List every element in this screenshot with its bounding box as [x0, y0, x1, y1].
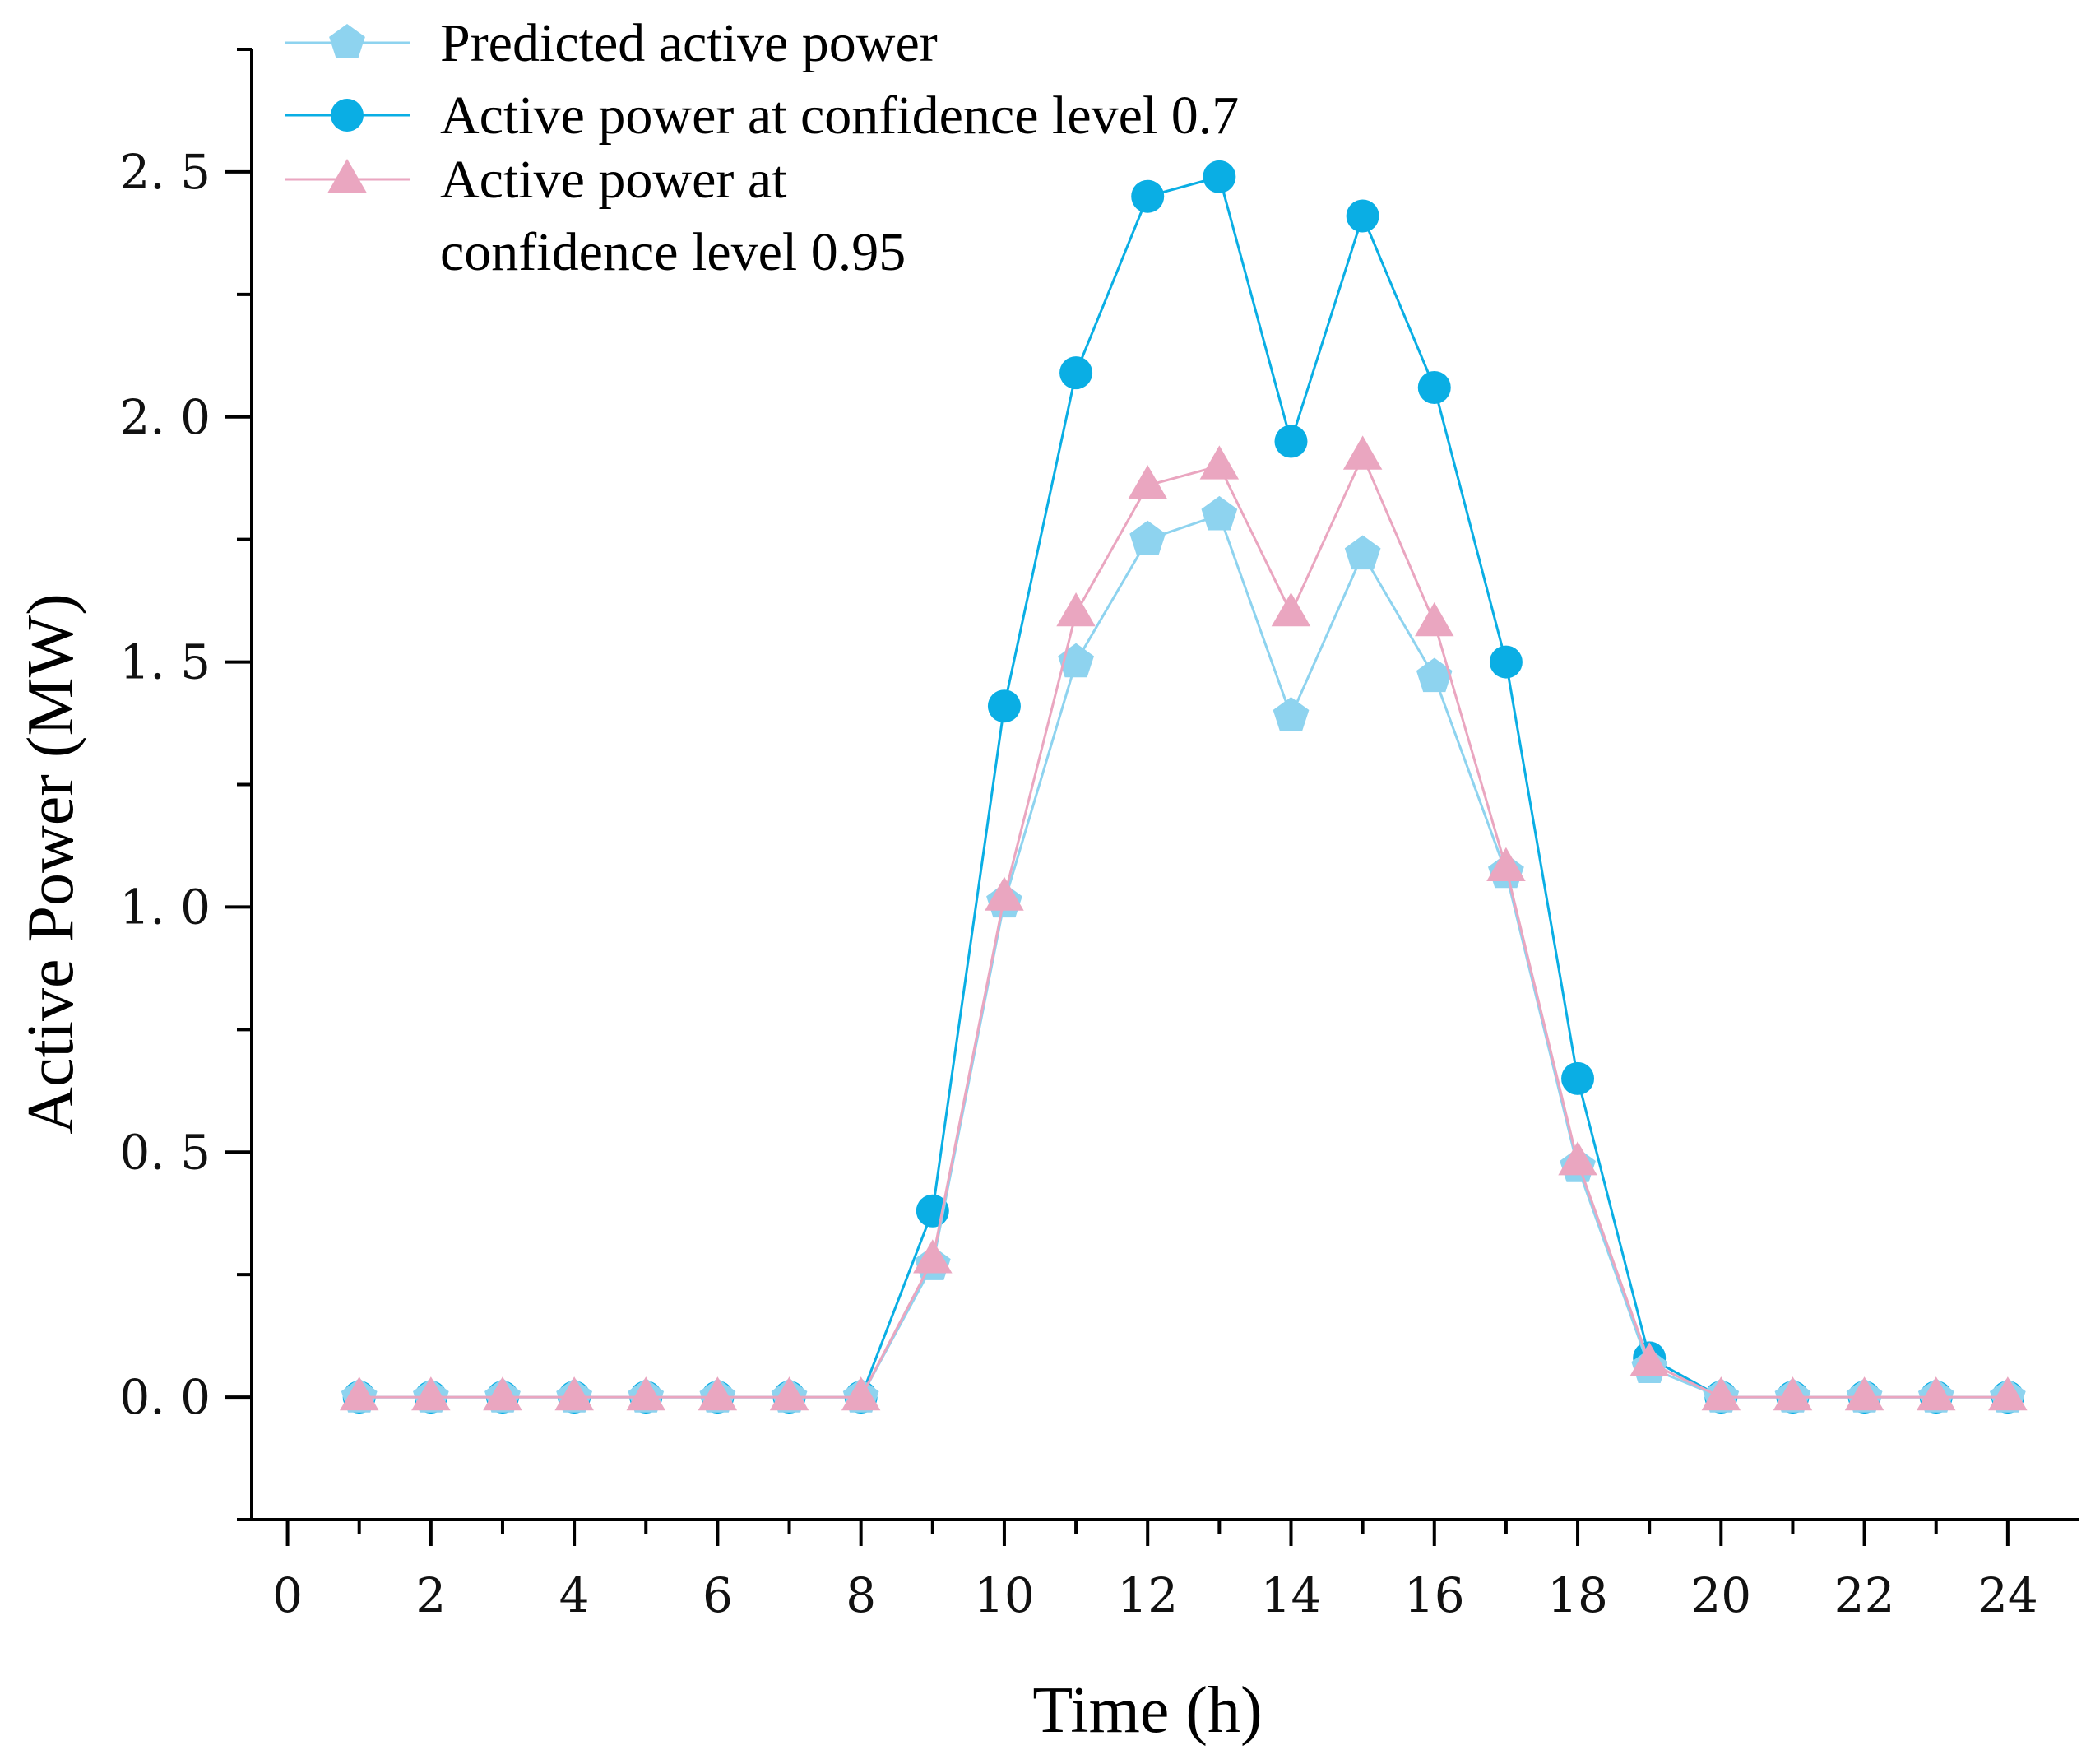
- data-point: [841, 1376, 881, 1411]
- legend-entry: Predicted active power: [285, 13, 938, 73]
- data-point: [411, 1376, 451, 1411]
- data-point: [554, 1376, 594, 1411]
- y-tick-label: 0. 5: [119, 1124, 211, 1180]
- x-tick-label: 6: [702, 1567, 733, 1623]
- series-1: [341, 495, 2026, 1413]
- x-tick-label: 4: [559, 1567, 590, 1623]
- axes: 0 2 4 6 8 10 12 14 16 18 20 22 240. 00. 51. 01. 52. …: [119, 48, 2079, 1623]
- x-tick-label: 16: [1404, 1567, 1465, 1623]
- legend-label: confidence level 0.95: [440, 222, 906, 282]
- legend-label: Predicted active power: [440, 13, 938, 73]
- legend-entry: Active power at confidence level 0.95: [285, 150, 906, 282]
- data-point: [1274, 425, 1308, 458]
- data-point: [1129, 520, 1166, 555]
- series-2: [342, 160, 2024, 1414]
- data-point: [985, 876, 1024, 911]
- x-tick-label: 20: [1690, 1567, 1751, 1623]
- x-tick-label: 22: [1834, 1567, 1895, 1623]
- legend: Predicted active power Active power at co…: [285, 13, 1239, 282]
- x-tick-label: 0: [272, 1567, 303, 1623]
- data-point: [1489, 645, 1523, 679]
- x-tick-label: 18: [1547, 1567, 1608, 1623]
- x-axis-title: Time (h): [1032, 1674, 1262, 1747]
- data-point: [1486, 847, 1526, 881]
- y-tick-label: 2. 5: [119, 144, 211, 200]
- x-tick-label: 2: [415, 1567, 446, 1623]
- data-point: [1844, 1376, 1884, 1411]
- legend-entry: Active power at confidence level 0.7: [285, 86, 1239, 146]
- data-point: [1701, 1376, 1741, 1411]
- legend-label: Active power at confidence level 0.7: [440, 86, 1239, 146]
- data-point: [1059, 356, 1093, 390]
- series-3: [340, 435, 2028, 1411]
- y-tick-label: 2. 0: [119, 389, 211, 445]
- data-point: [1416, 657, 1453, 693]
- data-point: [1342, 435, 1383, 470]
- data-point: [1558, 1141, 1597, 1176]
- data-point: [1629, 1342, 1669, 1376]
- data-point: [1201, 495, 1238, 531]
- legend-label: Active power at: [440, 150, 787, 210]
- data-point: [1561, 1061, 1595, 1095]
- series-layer: [340, 160, 2028, 1414]
- data-point: [1199, 445, 1240, 480]
- data-point: [626, 1376, 665, 1411]
- legend-marker: [327, 159, 367, 193]
- x-tick-label: 14: [1261, 1567, 1322, 1623]
- y-tick-label: 1. 5: [119, 634, 211, 690]
- data-point: [769, 1376, 809, 1411]
- data-point: [1917, 1376, 1956, 1411]
- data-point: [987, 689, 1021, 723]
- data-point: [913, 1239, 953, 1274]
- series-line: [359, 513, 2008, 1399]
- data-point: [1273, 697, 1310, 731]
- data-point: [1271, 592, 1311, 627]
- data-point: [1128, 465, 1167, 499]
- series-line: [359, 453, 2008, 1399]
- data-point: [1415, 601, 1454, 637]
- data-point: [1346, 199, 1379, 233]
- x-tick-label: 12: [1117, 1567, 1178, 1623]
- legend-marker: [331, 99, 364, 132]
- x-tick-label: 8: [846, 1567, 876, 1623]
- data-point: [1056, 592, 1096, 627]
- series-line: [359, 175, 2008, 1399]
- x-tick-label: 10: [974, 1567, 1035, 1623]
- x-tick-label: 24: [1977, 1567, 2038, 1623]
- data-point: [340, 1376, 379, 1411]
- data-point: [698, 1376, 738, 1411]
- data-point: [483, 1376, 522, 1411]
- data-point: [1773, 1376, 1813, 1411]
- y-tick-label: 0. 0: [119, 1369, 211, 1425]
- legend-marker: [329, 24, 365, 58]
- data-point: [1417, 371, 1451, 405]
- data-point: [1131, 179, 1165, 213]
- y-tick-label: 1. 0: [119, 879, 211, 935]
- data-point: [1988, 1376, 2028, 1411]
- y-axis-title: Active Power (MW): [15, 593, 87, 1135]
- data-point: [1203, 160, 1236, 193]
- data-point: [1344, 535, 1381, 570]
